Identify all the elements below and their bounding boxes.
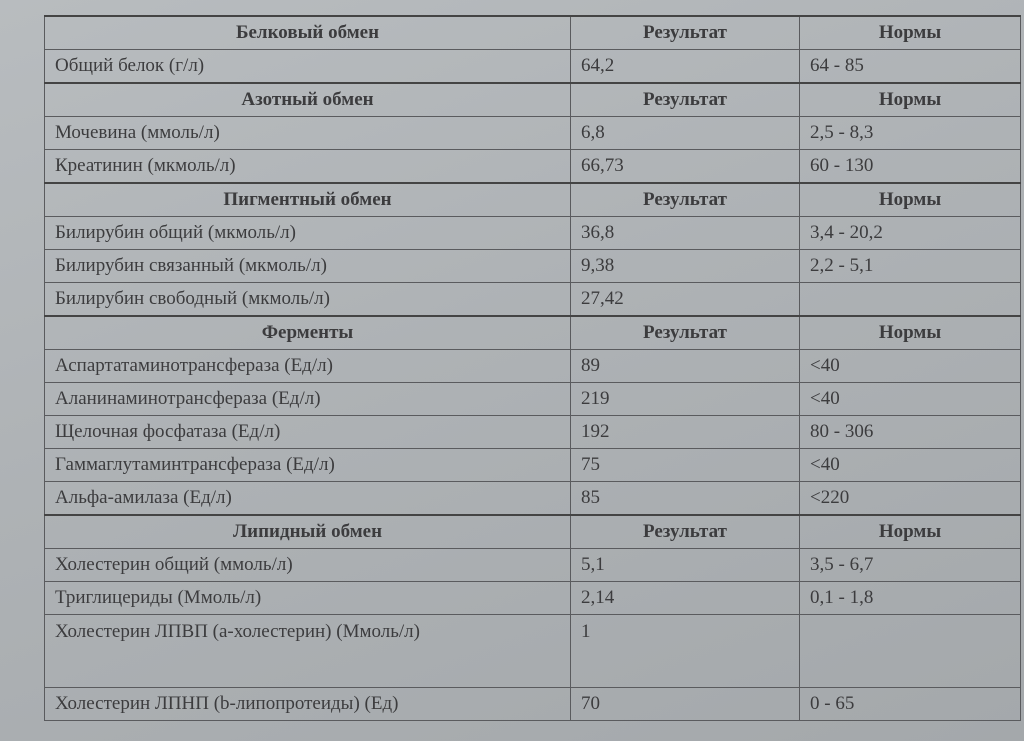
biochemistry-results-table: Белковый обмен Результат Нормы Общий белок … bbox=[44, 15, 1021, 721]
table-row: Гаммаглутаминтрансфераза (Ед/л) 75 <40 bbox=[44, 448, 1021, 482]
result-column-header: Результат bbox=[570, 15, 800, 50]
parameter-name: Щелочная фосфатаза (Ед/л) bbox=[44, 415, 571, 449]
section-title: Белковый обмен bbox=[44, 15, 571, 50]
norm-range: 0,1 - 1,8 bbox=[799, 581, 1021, 615]
norm-range: 60 - 130 bbox=[799, 149, 1021, 184]
parameter-name: Аланинаминотрансфераза (Ед/л) bbox=[44, 382, 571, 416]
result-value: 27,42 bbox=[570, 282, 800, 317]
section-header: Азотный обмен Результат Нормы bbox=[44, 82, 1021, 117]
result-value: 64,2 bbox=[570, 49, 800, 84]
result-value: 75 bbox=[570, 448, 800, 482]
table-row: Аланинаминотрансфераза (Ед/л) 219 <40 bbox=[44, 382, 1021, 416]
norm-range: 2,5 - 8,3 bbox=[799, 116, 1021, 150]
table-row: Холестерин общий (ммоль/л) 5,1 3,5 - 6,7 bbox=[44, 548, 1021, 582]
result-column-header: Результат bbox=[570, 315, 800, 350]
norm-range bbox=[799, 282, 1021, 317]
result-value: 1 bbox=[570, 614, 800, 688]
norm-range: 2,2 - 5,1 bbox=[799, 249, 1021, 283]
result-value: 70 bbox=[570, 687, 800, 721]
parameter-name: Триглицериды (Ммоль/л) bbox=[44, 581, 571, 615]
result-value: 192 bbox=[570, 415, 800, 449]
parameter-name: Холестерин общий (ммоль/л) bbox=[44, 548, 571, 582]
norm-range: <40 bbox=[799, 382, 1021, 416]
result-value: 66,73 bbox=[570, 149, 800, 184]
norm-column-header: Нормы bbox=[799, 315, 1021, 350]
result-column-header: Результат bbox=[570, 514, 800, 549]
result-value: 5,1 bbox=[570, 548, 800, 582]
norm-range: <40 bbox=[799, 349, 1021, 383]
parameter-name: Мочевина (ммоль/л) bbox=[44, 116, 571, 150]
norm-range: 64 - 85 bbox=[799, 49, 1021, 84]
norm-column-header: Нормы bbox=[799, 514, 1021, 549]
norm-column-header: Нормы bbox=[799, 82, 1021, 117]
parameter-name: Холестерин ЛПНП (b-липопротеиды) (Ед) bbox=[44, 687, 571, 721]
table-row: Холестерин ЛПНП (b-липопротеиды) (Ед) 70 0… bbox=[44, 687, 1021, 721]
section-title: Ферменты bbox=[44, 315, 571, 350]
parameter-name: Билирубин общий (мкмоль/л) bbox=[44, 216, 571, 250]
parameter-name: Альфа-амилаза (Ед/л) bbox=[44, 481, 571, 516]
section-header: Ферменты Результат Нормы bbox=[44, 315, 1021, 350]
table-row: Общий белок (г/л) 64,2 64 - 85 bbox=[44, 49, 1021, 84]
section-title: Азотный обмен bbox=[44, 82, 571, 117]
parameter-name: Билирубин связанный (мкмоль/л) bbox=[44, 249, 571, 283]
table-row: Мочевина (ммоль/л) 6,8 2,5 - 8,3 bbox=[44, 116, 1021, 150]
norm-range: 0 - 65 bbox=[799, 687, 1021, 721]
table-row: Альфа-амилаза (Ед/л) 85 <220 bbox=[44, 481, 1021, 516]
table-row: Билирубин общий (мкмоль/л) 36,8 3,4 - 20,2 bbox=[44, 216, 1021, 250]
section-header: Пигментный обмен Результат Нормы bbox=[44, 182, 1021, 217]
parameter-name: Креатинин (мкмоль/л) bbox=[44, 149, 571, 184]
table-row: Креатинин (мкмоль/л) 66,73 60 - 130 bbox=[44, 149, 1021, 184]
result-column-header: Результат bbox=[570, 82, 800, 117]
section-title: Липидный обмен bbox=[44, 514, 571, 549]
norm-range: <40 bbox=[799, 448, 1021, 482]
section-header: Белковый обмен Результат Нормы bbox=[44, 15, 1021, 50]
norm-range: 3,5 - 6,7 bbox=[799, 548, 1021, 582]
result-value: 85 bbox=[570, 481, 800, 516]
table-row: Щелочная фосфатаза (Ед/л) 192 80 - 306 bbox=[44, 415, 1021, 449]
result-value: 6,8 bbox=[570, 116, 800, 150]
norm-column-header: Нормы bbox=[799, 15, 1021, 50]
section-title: Пигментный обмен bbox=[44, 182, 571, 217]
norm-range bbox=[799, 614, 1021, 688]
table-row: Билирубин связанный (мкмоль/л) 9,38 2,2 - … bbox=[44, 249, 1021, 283]
table-row: Билирубин свободный (мкмоль/л) 27,42 bbox=[44, 282, 1021, 317]
result-value: 36,8 bbox=[570, 216, 800, 250]
result-value: 2,14 bbox=[570, 581, 800, 615]
norm-range: 80 - 306 bbox=[799, 415, 1021, 449]
table-row: Холестерин ЛПВП (а-холестерин) (Ммоль/л)… bbox=[44, 614, 1021, 688]
table-row: Триглицериды (Ммоль/л) 2,14 0,1 - 1,8 bbox=[44, 581, 1021, 615]
norm-range: 3,4 - 20,2 bbox=[799, 216, 1021, 250]
result-value: 219 bbox=[570, 382, 800, 416]
norm-column-header: Нормы bbox=[799, 182, 1021, 217]
section-header: Липидный обмен Результат Нормы bbox=[44, 514, 1021, 549]
parameter-name: Общий белок (г/л) bbox=[44, 49, 571, 84]
result-column-header: Результат bbox=[570, 182, 800, 217]
table-row: Аспартатаминотрансфераза (Ед/л) 89 <40 bbox=[44, 349, 1021, 383]
result-value: 9,38 bbox=[570, 249, 800, 283]
norm-range: <220 bbox=[799, 481, 1021, 516]
parameter-name: Аспартатаминотрансфераза (Ед/л) bbox=[44, 349, 571, 383]
result-value: 89 bbox=[570, 349, 800, 383]
parameter-name: Холестерин ЛПВП (а-холестерин) (Ммоль/л) bbox=[44, 614, 571, 688]
parameter-name: Билирубин свободный (мкмоль/л) bbox=[44, 282, 571, 317]
parameter-name: Гаммаглутаминтрансфераза (Ед/л) bbox=[44, 448, 571, 482]
